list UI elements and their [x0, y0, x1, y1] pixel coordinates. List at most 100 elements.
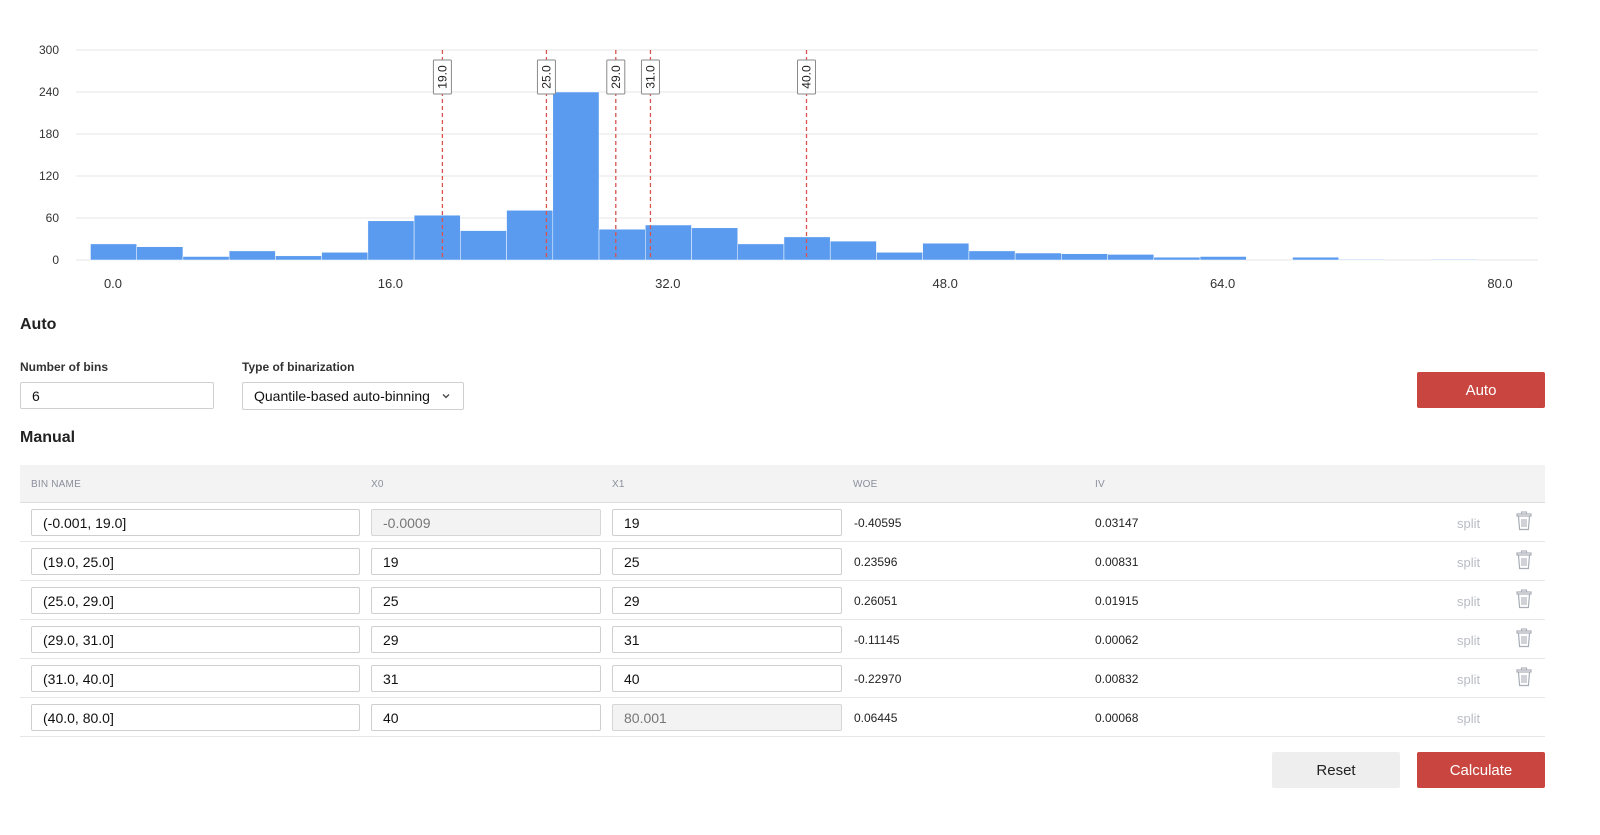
table-row: -0.22970 0.00832 split: [20, 659, 1545, 698]
histogram-bar: [1199, 256, 1247, 261]
y-tick-label: 60: [46, 211, 60, 225]
split-label: 25.0: [539, 65, 553, 89]
reset-button[interactable]: Reset: [1272, 752, 1400, 788]
x1-input: [612, 704, 842, 731]
x1-input[interactable]: [612, 665, 842, 692]
trash-icon[interactable]: [1515, 667, 1533, 687]
split-label: 19.0: [435, 65, 449, 89]
bin-name-input[interactable]: [31, 626, 360, 653]
split-label-box: [606, 59, 626, 95]
x0-input[interactable]: [371, 587, 601, 614]
table-row: 0.26051 0.01915 split: [20, 581, 1545, 620]
histogram-bar: [506, 210, 554, 261]
column-header-x0: X0: [371, 479, 384, 490]
iv-value: 0.00062: [1095, 633, 1139, 647]
iv-value: 0.00068: [1095, 711, 1139, 725]
column-header-woe: WOE: [853, 479, 878, 490]
x1-input[interactable]: [612, 626, 842, 653]
x1-input[interactable]: [612, 587, 842, 614]
x0-input[interactable]: [371, 704, 601, 731]
woe-value: -0.22970: [854, 672, 902, 686]
manual-section-title: Manual: [20, 429, 76, 446]
bin-name-input[interactable]: [31, 509, 360, 536]
number-of-bins-label: Number of bins: [20, 360, 109, 374]
histogram-bar: [1014, 252, 1062, 261]
histogram-bar: [275, 255, 322, 261]
histogram-bar: [737, 243, 785, 261]
split-label-box: [640, 59, 660, 95]
x-tick-label: 64.0: [1210, 276, 1235, 291]
bin-name-input[interactable]: [31, 704, 360, 731]
y-tick-label: 120: [39, 169, 59, 183]
split-link[interactable]: split: [1457, 555, 1481, 570]
x0-input[interactable]: [371, 665, 601, 692]
split-label-box: [797, 59, 816, 95]
split-link[interactable]: split: [1457, 711, 1481, 726]
split-label-box: [432, 59, 452, 95]
binarization-type-value: Quantile-based auto-binning: [254, 388, 430, 404]
x0-input[interactable]: [371, 626, 601, 653]
trash-icon[interactable]: [1515, 511, 1533, 531]
number-of-bins-input[interactable]: [20, 382, 214, 409]
column-header-bin-name: BIN NAME: [31, 479, 81, 490]
histogram-bar: [829, 240, 877, 261]
histogram-bar: [922, 242, 970, 261]
x-tick-label: 48.0: [933, 276, 958, 291]
binarization-type-select[interactable]: Quantile-based auto-binning: [242, 382, 464, 410]
histogram-bar: [1153, 256, 1201, 261]
x-tick-label: 16.0: [378, 276, 403, 291]
x-tick-label: 32.0: [655, 276, 680, 291]
auto-button[interactable]: Auto: [1417, 372, 1545, 408]
x1-input[interactable]: [612, 548, 842, 575]
binarization-type-label: Type of binarization: [242, 360, 355, 374]
auto-section-title: Auto: [20, 316, 57, 333]
split-link[interactable]: split: [1457, 633, 1481, 648]
histogram-bar: [413, 214, 461, 261]
x1-input[interactable]: [612, 509, 842, 536]
histogram-bar: [460, 230, 507, 261]
split-label: 40.0: [800, 65, 814, 89]
histogram-bar: [876, 252, 923, 261]
split-link[interactable]: split: [1457, 594, 1481, 609]
x0-input: [371, 509, 601, 536]
bin-name-input[interactable]: [31, 548, 360, 575]
woe-value: 0.06445: [854, 711, 898, 725]
histogram-bar: [1430, 259, 1478, 261]
trash-icon[interactable]: [1515, 628, 1533, 648]
histogram-bar: [1061, 253, 1108, 261]
x-tick-label: 80.0: [1487, 276, 1512, 291]
woe-value: 0.26051: [854, 594, 898, 608]
y-tick-label: 240: [39, 85, 59, 99]
histogram-bar: [645, 224, 692, 261]
histogram-bar: [321, 252, 369, 261]
y-tick-label: 180: [39, 127, 59, 141]
bin-name-input[interactable]: [31, 587, 360, 614]
histogram-bar: [552, 91, 600, 261]
histogram-chart: 0 60 120 180 240 300 0.0 16.0 32.0 48.0 64.0 80.0 19…: [39, 43, 1538, 291]
histogram-bar: [1107, 254, 1155, 261]
histogram-bar: [1292, 256, 1340, 261]
woe-value: -0.40595: [854, 516, 902, 530]
histogram-bar: [1338, 259, 1386, 261]
histogram-bar: [182, 256, 230, 261]
table-row: 0.23596 0.00831 split: [20, 542, 1545, 581]
x0-input[interactable]: [371, 548, 601, 575]
split-label: 29.0: [609, 65, 623, 89]
histogram-bar: [598, 228, 646, 261]
bin-name-input[interactable]: [31, 665, 360, 692]
calculate-button[interactable]: Calculate: [1417, 752, 1545, 788]
table-row: -0.40595 0.03147 split: [20, 503, 1545, 542]
trash-icon[interactable]: [1515, 589, 1533, 609]
woe-value: 0.23596: [854, 555, 898, 569]
iv-value: 0.01915: [1095, 594, 1139, 608]
iv-value: 0.00831: [1095, 555, 1139, 569]
bins-table-header: BIN NAME X0 X1 WOE IV: [20, 465, 1545, 503]
trash-icon[interactable]: [1515, 550, 1533, 570]
iv-value: 0.03147: [1095, 516, 1139, 530]
histogram-bar: [367, 220, 415, 261]
table-row: -0.11145 0.00062 split: [20, 620, 1545, 659]
split-link[interactable]: split: [1457, 672, 1481, 687]
histogram-bar: [136, 246, 184, 261]
woe-value: -0.11145: [854, 633, 900, 647]
split-link[interactable]: split: [1457, 516, 1481, 531]
